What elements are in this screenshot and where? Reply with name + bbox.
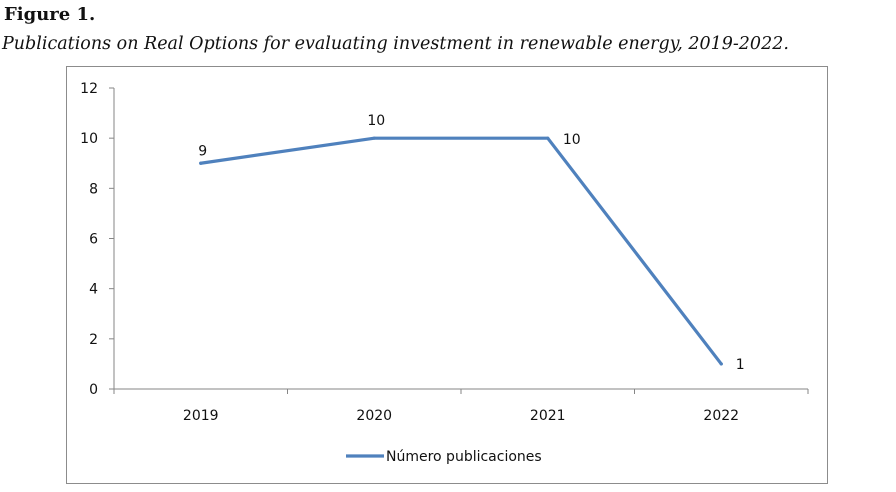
data-point (546, 136, 550, 140)
data-label: 1 (736, 357, 745, 373)
data-point (719, 362, 723, 366)
y-tick-label: 10 (80, 131, 98, 147)
data-label: 10 (367, 113, 385, 129)
y-tick-label: 8 (89, 181, 98, 197)
legend-label: Número publicaciones (386, 449, 542, 465)
data-point (199, 161, 203, 165)
figure-caption: Publications on Real Options for evaluat… (2, 34, 789, 54)
y-tick-label: 12 (80, 81, 98, 97)
figure-label: Figure 1. (4, 4, 96, 25)
x-tick-label: 2021 (530, 408, 566, 424)
x-tick-label: 2019 (183, 408, 219, 424)
data-label: 9 (198, 143, 207, 159)
data-point (372, 136, 376, 140)
x-tick-label: 2020 (356, 408, 392, 424)
y-tick-label: 4 (89, 282, 98, 298)
y-tick-label: 2 (89, 332, 98, 348)
legend: Número publicaciones (346, 449, 542, 465)
x-tick-label: 2022 (703, 408, 739, 424)
chart-frame (66, 66, 828, 484)
y-tick-label: 0 (89, 382, 98, 398)
data-label: 10 (563, 132, 581, 148)
series-line (199, 136, 723, 366)
y-tick-label: 6 (89, 232, 98, 248)
